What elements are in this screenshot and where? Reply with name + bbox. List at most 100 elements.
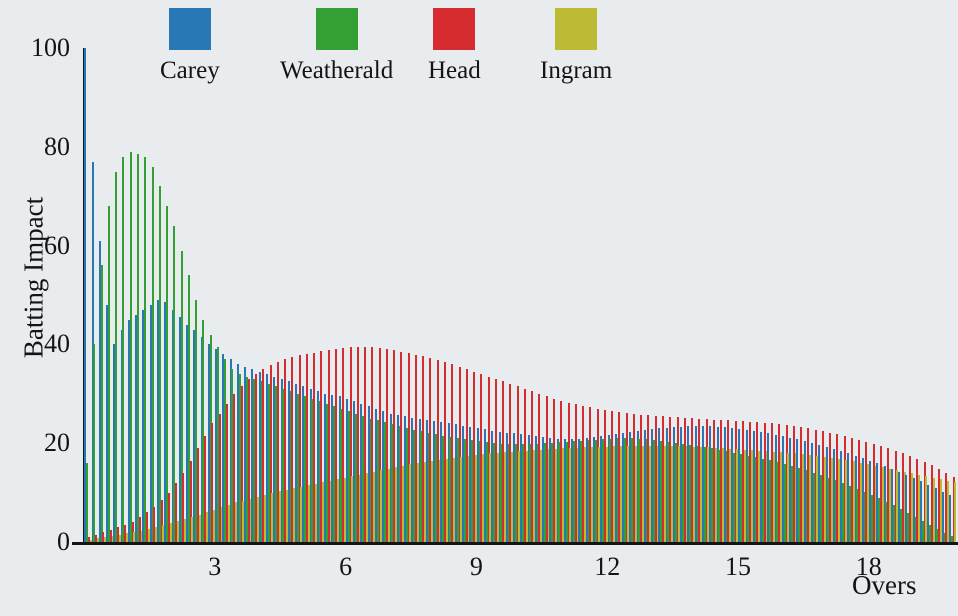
bar-head xyxy=(618,411,621,542)
bar-ingram xyxy=(198,514,201,542)
bar-head xyxy=(821,431,824,542)
bar-carey xyxy=(643,430,646,542)
bar-weatherald xyxy=(398,426,401,542)
legend-entry-carey[interactable]: Carey xyxy=(160,8,220,86)
x-tick-label: 6 xyxy=(339,552,353,581)
bar-weatherald xyxy=(224,359,227,542)
bar-ingram xyxy=(409,464,412,542)
bar-carey xyxy=(760,432,763,542)
bar-weatherald xyxy=(696,446,699,542)
bar-ingram xyxy=(656,445,659,542)
bar-carey xyxy=(614,434,617,542)
bar-ingram xyxy=(431,460,434,542)
bar-head xyxy=(865,441,868,542)
bar-ingram xyxy=(467,456,470,542)
bar-carey xyxy=(898,471,901,542)
bar-head xyxy=(480,374,483,542)
bar-ingram xyxy=(903,471,906,542)
bar-carey xyxy=(789,437,792,542)
bar-weatherald xyxy=(187,275,190,542)
bar-head xyxy=(647,415,650,542)
bar-weatherald xyxy=(761,458,764,542)
bar-head xyxy=(320,351,323,542)
bar-weatherald xyxy=(580,440,583,542)
bar-ingram xyxy=(387,468,390,542)
bar-weatherald xyxy=(93,344,96,542)
bar-carey xyxy=(738,429,741,542)
bar-ingram xyxy=(794,453,797,542)
bar-carey xyxy=(861,458,864,542)
bar-weatherald xyxy=(311,398,314,542)
bar-ingram xyxy=(947,480,950,542)
legend-entry-weatherald[interactable]: Weatherald xyxy=(280,8,393,86)
bar-head xyxy=(400,351,403,542)
bar-carey xyxy=(941,491,944,542)
bar-carey xyxy=(818,445,821,542)
bar-weatherald xyxy=(362,416,365,542)
bar-ingram xyxy=(111,536,114,542)
bar-ingram xyxy=(176,521,179,542)
bar-head xyxy=(393,350,396,542)
bar-carey xyxy=(709,426,712,542)
bar-head xyxy=(880,445,882,542)
bar-carey xyxy=(324,393,327,542)
bar-carey xyxy=(229,359,232,542)
bar-weatherald xyxy=(929,525,932,542)
bar-head xyxy=(909,456,912,542)
bar-head xyxy=(858,439,861,542)
bar-head xyxy=(756,422,759,542)
bar-carey xyxy=(876,462,879,542)
bar-weatherald xyxy=(594,439,597,542)
bar-weatherald xyxy=(478,441,481,542)
legend-entry-ingram[interactable]: Ingram xyxy=(540,8,612,86)
bar-carey xyxy=(607,435,610,542)
bar-weatherald xyxy=(776,461,779,542)
bar-ingram xyxy=(925,476,928,542)
bar-ingram xyxy=(133,532,136,542)
bar-head xyxy=(255,374,258,542)
bar-ingram xyxy=(235,502,238,542)
bar-carey xyxy=(447,423,450,542)
bar-weatherald xyxy=(652,440,655,542)
bar-ingram xyxy=(714,447,717,542)
bar-weatherald xyxy=(899,509,902,542)
bar-weatherald xyxy=(376,420,379,542)
bar-ingram xyxy=(707,447,710,542)
bar-weatherald xyxy=(151,166,154,542)
bar-head xyxy=(349,347,352,542)
bar-carey xyxy=(331,394,334,542)
bar-carey xyxy=(222,354,225,542)
bar-ingram xyxy=(184,519,187,542)
bar-weatherald xyxy=(296,393,299,542)
bar-weatherald xyxy=(405,428,408,542)
bar-ingram xyxy=(932,477,935,542)
bar-weatherald xyxy=(689,445,692,542)
bar-weatherald xyxy=(834,480,837,542)
legend-entry-head[interactable]: Head xyxy=(428,8,481,86)
bar-head xyxy=(218,413,221,542)
bar-ingram xyxy=(162,525,165,542)
bar-carey xyxy=(687,426,690,542)
bar-weatherald xyxy=(616,438,619,542)
bar-carey xyxy=(309,388,312,542)
bar-weatherald xyxy=(449,437,452,542)
bar-weatherald xyxy=(645,439,648,542)
bar-head xyxy=(611,410,614,542)
bar-head xyxy=(291,357,294,542)
bar-ingram xyxy=(169,523,172,542)
y-tick-label: 20 xyxy=(44,428,70,458)
bar-weatherald xyxy=(463,439,466,542)
bar-head xyxy=(560,400,563,542)
bar-head xyxy=(102,532,105,542)
bar-carey xyxy=(578,438,581,542)
bar-ingram xyxy=(191,517,194,542)
bar-carey xyxy=(236,364,239,542)
bar-weatherald xyxy=(841,482,844,542)
bar-ingram xyxy=(206,512,209,542)
bar-carey xyxy=(178,317,181,542)
bar-head xyxy=(342,348,345,542)
x-axis-line xyxy=(72,542,958,545)
bar-carey xyxy=(752,431,755,542)
bar-weatherald xyxy=(711,448,714,542)
bar-weatherald xyxy=(471,440,474,542)
